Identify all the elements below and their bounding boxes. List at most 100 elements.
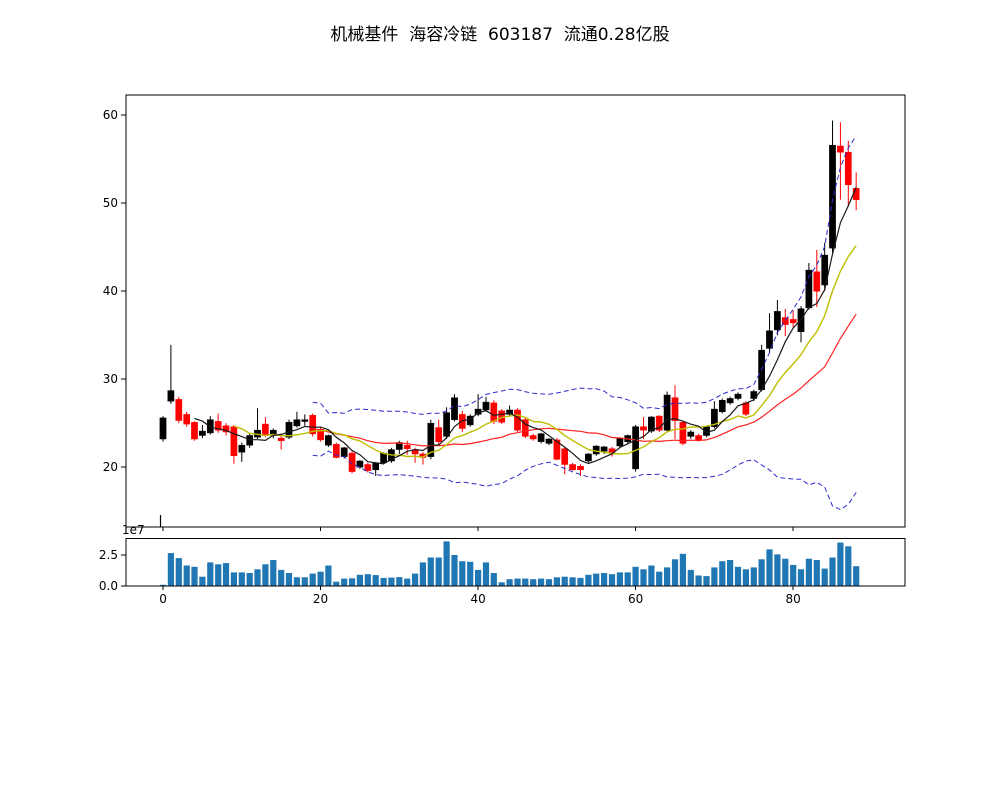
volume-bar <box>317 571 324 586</box>
price-tick-label: 50 <box>103 196 118 210</box>
volume-bar <box>648 565 655 586</box>
volume-bar <box>569 577 576 586</box>
volume-bar <box>183 565 190 586</box>
candle-body <box>726 398 734 404</box>
volume-bar <box>419 562 426 586</box>
volume-bar <box>514 578 521 586</box>
candle-body <box>569 464 576 471</box>
volume-bar <box>742 569 749 586</box>
volume-bar <box>561 576 568 586</box>
volume-bar <box>262 564 269 586</box>
volume-axes-box <box>125 538 906 587</box>
candle-body <box>577 466 584 471</box>
candle-body <box>648 416 655 432</box>
volume-bar <box>404 578 411 586</box>
volume-bar <box>159 584 167 586</box>
candle-body <box>537 433 545 442</box>
volume-bar <box>341 578 348 586</box>
volume-bar <box>435 557 442 586</box>
candle-body <box>238 444 246 453</box>
volume-bar <box>829 557 836 586</box>
volume-bar <box>451 555 458 586</box>
volume-bar <box>443 541 450 586</box>
volume-offset-label: 1e7 <box>122 523 145 537</box>
candle-body <box>427 422 435 457</box>
volume-bar <box>372 575 379 586</box>
volume-bar <box>467 561 474 586</box>
volume-bar <box>412 573 419 586</box>
candle-body <box>506 409 513 415</box>
volume-bar <box>167 553 174 586</box>
candle-body <box>372 462 380 471</box>
candle-body <box>262 423 269 436</box>
candle-body <box>222 425 230 433</box>
candle-body <box>718 400 726 412</box>
volume-bar <box>175 558 182 586</box>
x-tick-label: 20 <box>313 592 328 606</box>
candle-body <box>632 426 639 470</box>
candle-body <box>813 271 821 292</box>
volume-bar <box>325 565 332 586</box>
x-tick-label: 40 <box>470 592 485 606</box>
volume-bar <box>782 558 789 586</box>
candle-body <box>561 448 569 465</box>
candle-body <box>671 397 679 421</box>
volume-bar <box>191 566 198 586</box>
candle-body <box>277 437 285 441</box>
volume-bar <box>285 573 293 586</box>
candle-body <box>443 412 450 437</box>
candle-body <box>466 415 474 426</box>
ma20-line <box>312 313 857 447</box>
candle-body <box>435 427 443 442</box>
candle-body <box>695 435 702 441</box>
chart-title: 机械基件 海容冷链 603187 流通0.28亿股 <box>330 25 670 45</box>
volume-bar <box>624 572 631 586</box>
candle-body <box>553 439 561 460</box>
volume-bar <box>222 563 230 586</box>
candle-body <box>521 419 529 437</box>
candle-body <box>734 393 742 399</box>
volume-bar <box>506 579 513 586</box>
volume-bar <box>238 572 245 586</box>
volume-bars-group <box>159 541 860 586</box>
candle-body <box>183 414 191 425</box>
volume-bar <box>301 577 308 586</box>
candle-body <box>332 444 340 458</box>
candle-body <box>687 431 695 437</box>
volume-bar <box>853 566 860 586</box>
volume-bar <box>758 559 765 586</box>
volume-bar <box>215 564 222 586</box>
candle-body <box>482 401 490 411</box>
volume-bar <box>813 560 820 586</box>
price-tick-label: 40 <box>103 284 118 298</box>
volume-bar <box>538 578 545 586</box>
candle-body <box>789 319 797 324</box>
price-axes-box <box>125 94 906 528</box>
price-tick-label: 20 <box>103 460 118 474</box>
volume-bar <box>230 572 237 586</box>
candle-body <box>356 460 364 468</box>
volume-bar <box>293 577 300 586</box>
volume-bar <box>522 578 529 586</box>
bollinger-upper-line <box>312 135 857 415</box>
x-tick-label: 0 <box>159 592 167 606</box>
volume-bar <box>254 569 261 586</box>
volume-bar <box>427 557 434 586</box>
volume-bar <box>703 576 710 586</box>
candle-body <box>679 422 687 444</box>
volume-bar <box>632 566 639 586</box>
price-x-axis <box>162 527 794 531</box>
price-tick-label: 60 <box>103 108 118 122</box>
volume-bar <box>207 562 214 586</box>
volume-bar <box>687 569 694 586</box>
candle-body <box>821 254 829 286</box>
candle-body <box>309 415 317 435</box>
volume-bar <box>530 579 537 586</box>
price-y-axis: 20 30 40 50 60 <box>103 108 126 474</box>
volume-bar <box>498 582 505 586</box>
candle-body <box>348 452 356 472</box>
candle-body <box>340 447 348 457</box>
volume-bar <box>805 558 812 586</box>
volume-bar <box>380 577 387 586</box>
